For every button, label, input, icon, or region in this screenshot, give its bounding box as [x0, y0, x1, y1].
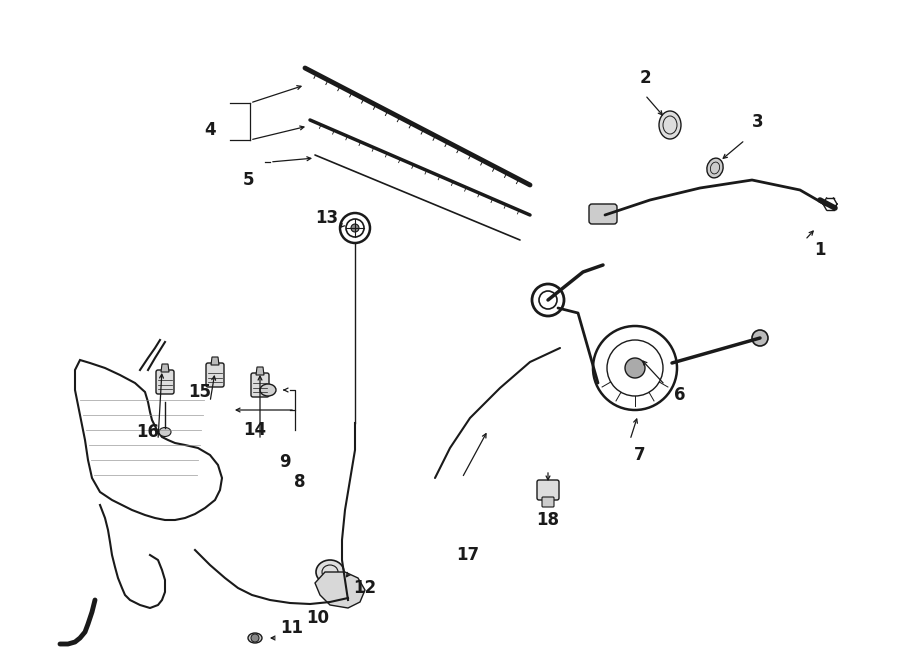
- Ellipse shape: [659, 111, 681, 139]
- Text: 4: 4: [204, 121, 216, 139]
- Polygon shape: [256, 367, 264, 375]
- FancyBboxPatch shape: [206, 363, 224, 387]
- Ellipse shape: [159, 428, 171, 436]
- Ellipse shape: [248, 633, 262, 643]
- FancyBboxPatch shape: [251, 373, 269, 397]
- Text: 15: 15: [188, 383, 212, 401]
- Text: 10: 10: [307, 609, 329, 627]
- Polygon shape: [211, 357, 219, 365]
- Polygon shape: [315, 572, 365, 608]
- Text: 12: 12: [354, 579, 376, 597]
- Text: 11: 11: [281, 619, 303, 637]
- Text: 18: 18: [536, 511, 560, 529]
- Text: 6: 6: [674, 386, 686, 404]
- Text: 5: 5: [242, 171, 254, 189]
- Ellipse shape: [316, 560, 344, 584]
- FancyBboxPatch shape: [156, 370, 174, 394]
- Text: 2: 2: [639, 69, 651, 87]
- FancyBboxPatch shape: [537, 480, 559, 500]
- Text: 8: 8: [294, 473, 306, 491]
- Circle shape: [251, 634, 259, 642]
- Text: 9: 9: [279, 453, 291, 471]
- Text: 13: 13: [315, 209, 338, 227]
- FancyBboxPatch shape: [542, 497, 554, 507]
- Ellipse shape: [260, 384, 276, 396]
- Text: 7: 7: [634, 446, 646, 464]
- Text: 3: 3: [752, 113, 764, 131]
- Polygon shape: [161, 364, 169, 372]
- FancyBboxPatch shape: [589, 204, 617, 224]
- Ellipse shape: [706, 158, 723, 178]
- Text: 17: 17: [456, 546, 480, 564]
- Circle shape: [752, 330, 768, 346]
- Text: 16: 16: [137, 423, 159, 441]
- Circle shape: [625, 358, 645, 378]
- Circle shape: [351, 224, 359, 232]
- Text: 1: 1: [814, 241, 826, 259]
- Text: 14: 14: [243, 421, 266, 439]
